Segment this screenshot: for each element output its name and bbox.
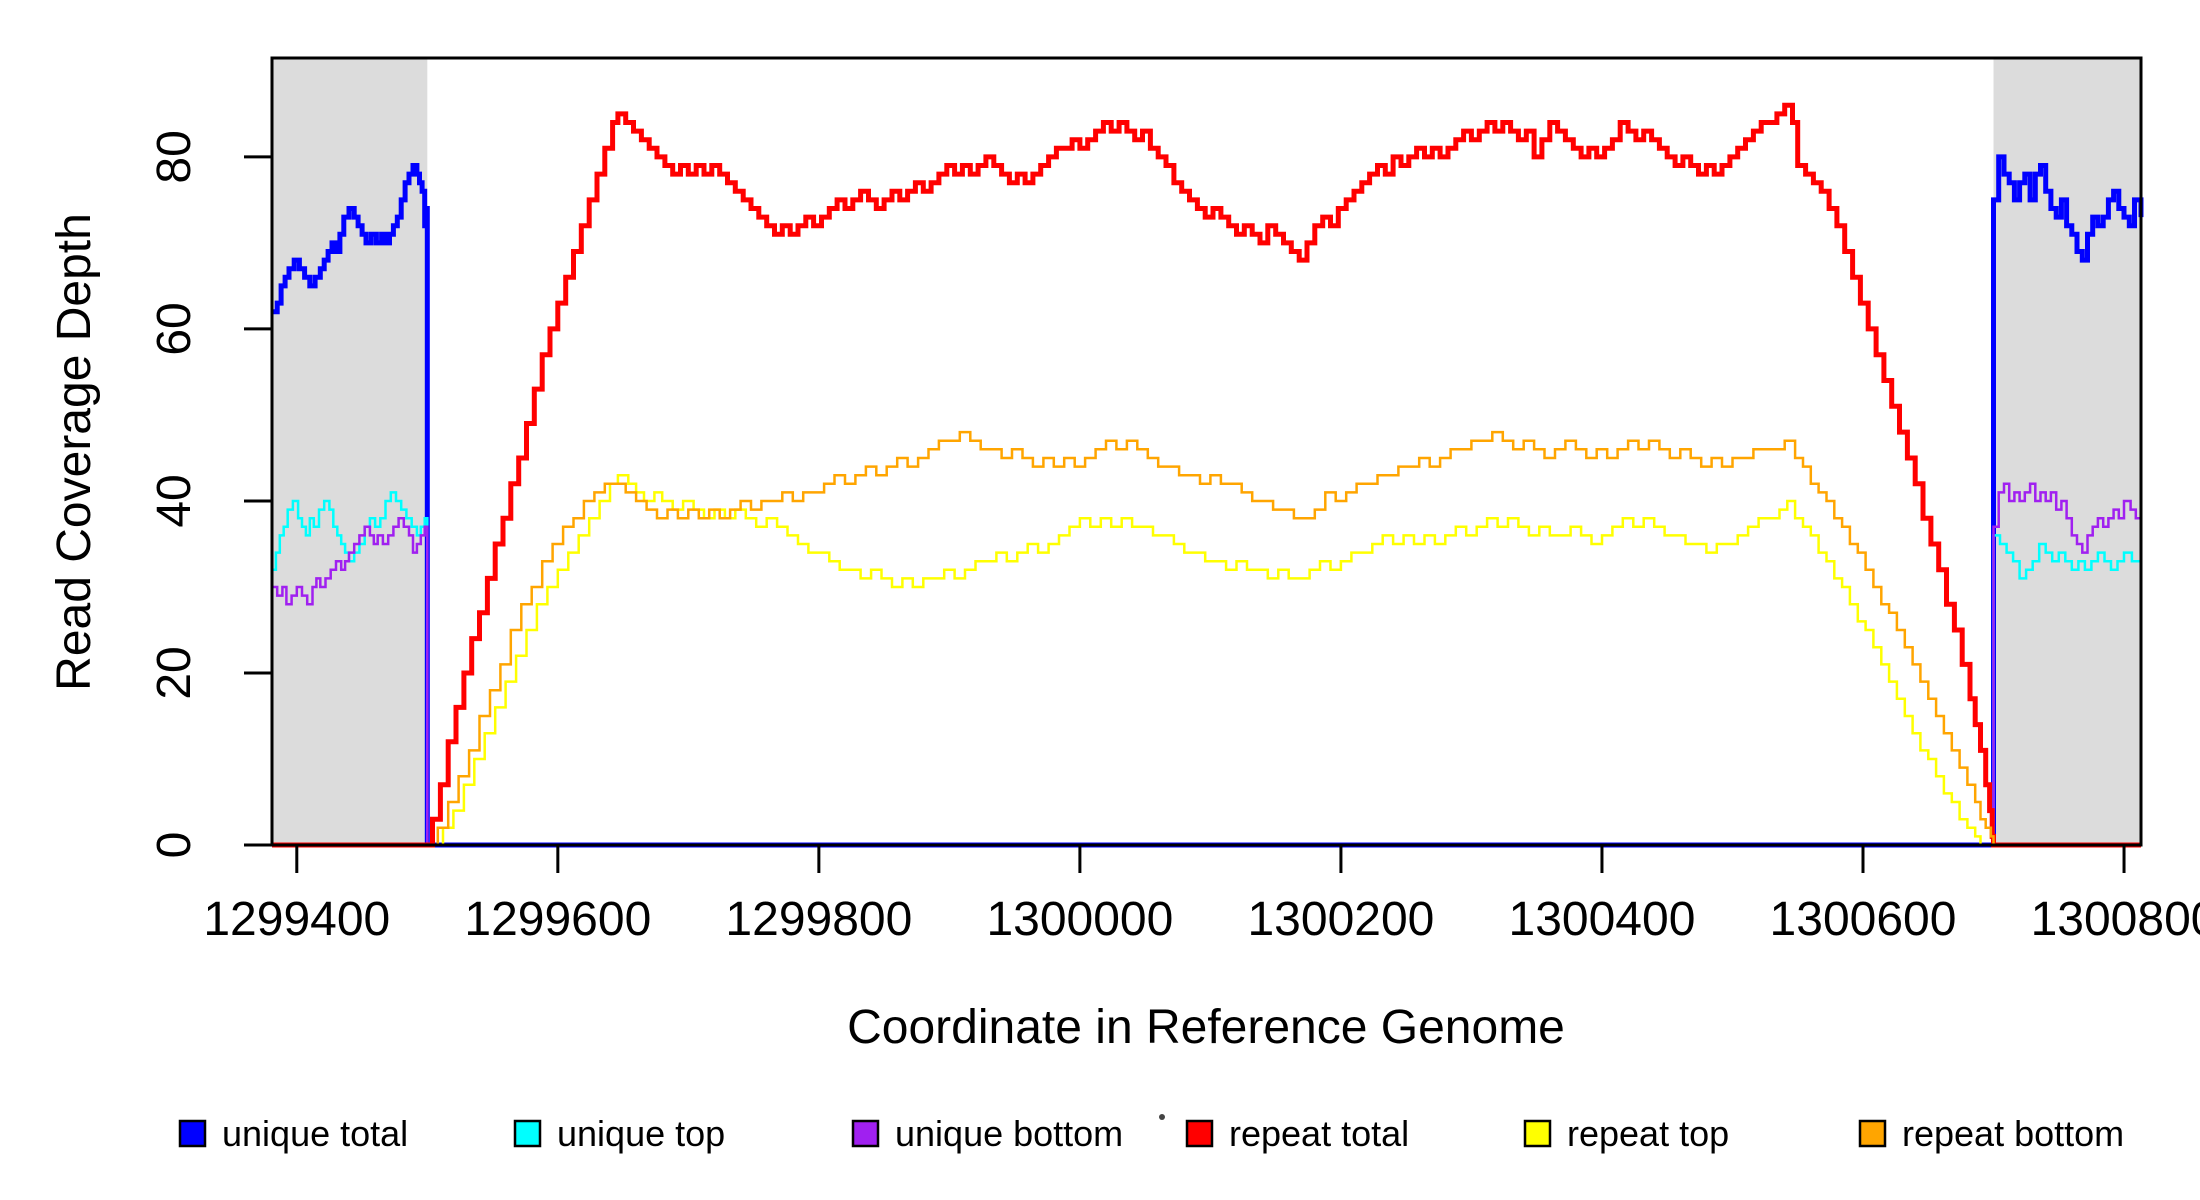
legend-swatch-unique-bottom	[851, 1119, 880, 1148]
legend-label-unique-top: unique top	[557, 1113, 725, 1154]
x-axis-tick-label: 1300800	[2031, 893, 2200, 946]
y-axis-tick-label: 40	[148, 474, 201, 527]
x-axis-tick-label: 1299600	[464, 893, 651, 946]
legend-label-unique-bottom: unique bottom	[895, 1113, 1123, 1154]
y-axis-tick-label: 0	[148, 832, 201, 859]
legend-label-repeat-total: repeat total	[1229, 1113, 1409, 1154]
x-axis-title: Coordinate in Reference Genome	[847, 1001, 1565, 1054]
legend-item-unique-top: unique top	[513, 1113, 725, 1154]
legend-item-unique-bottom: unique bottom	[851, 1113, 1123, 1154]
series-unique-bottom-line	[272, 482, 2143, 847]
legend-item-unique-total: unique total	[178, 1113, 408, 1154]
masked-region-right	[1993, 58, 2141, 845]
chart-generated-over: 1299400 1299600 1299800 1300000 1300200 13004…	[148, 56, 2200, 1154]
y-axis-tick-label: 60	[148, 302, 201, 355]
x-axis-tick-label: 1300600	[1770, 893, 1957, 946]
y-axis-tick-label: 80	[148, 130, 201, 183]
legend-swatch-unique-total	[178, 1119, 207, 1148]
series-unique-total-line	[272, 154, 2144, 848]
legend-swatch-repeat-bottom	[1858, 1119, 1887, 1148]
legend-label-unique-total: unique total	[222, 1113, 408, 1154]
series-repeat-top-line	[272, 473, 2141, 847]
legend-label-repeat-top: repeat top	[1567, 1113, 1729, 1154]
y-axis-tick-label: 20	[148, 646, 201, 699]
masked-region-left	[272, 58, 428, 845]
plot-border	[270, 56, 2143, 847]
legend-label-repeat-bottom: repeat bottom	[1902, 1113, 2124, 1154]
legend-item-repeat-total: repeat total	[1185, 1113, 1409, 1154]
series-unique-top-line	[272, 491, 2143, 847]
legend-item-repeat-top: repeat top	[1523, 1113, 1729, 1154]
series-repeat-bottom-line	[272, 430, 2141, 847]
x-axis-tick-label: 1299800	[725, 893, 912, 946]
legend: unique total unique top unique bottom repea…	[178, 1113, 2124, 1154]
stray-dot	[1159, 1114, 1165, 1120]
y-axis-title: Read Coverage Depth	[48, 213, 101, 691]
x-axis-tick-label: 1299400	[203, 893, 390, 946]
legend-swatch-unique-top	[513, 1119, 542, 1148]
x-axis-tick-label: 1300000	[986, 893, 1173, 946]
legend-swatch-repeat-total	[1185, 1119, 1214, 1148]
series-repeat-total-line	[272, 102, 2141, 848]
series-group	[272, 102, 2144, 848]
legend-item-repeat-bottom: repeat bottom	[1858, 1113, 2124, 1154]
x-axis-tick-label: 1300200	[1247, 893, 1434, 946]
legend-swatch-repeat-top	[1523, 1119, 1552, 1148]
chart-generated-under	[272, 58, 2144, 848]
x-axis-tick-label: 1300400	[1509, 893, 1696, 946]
